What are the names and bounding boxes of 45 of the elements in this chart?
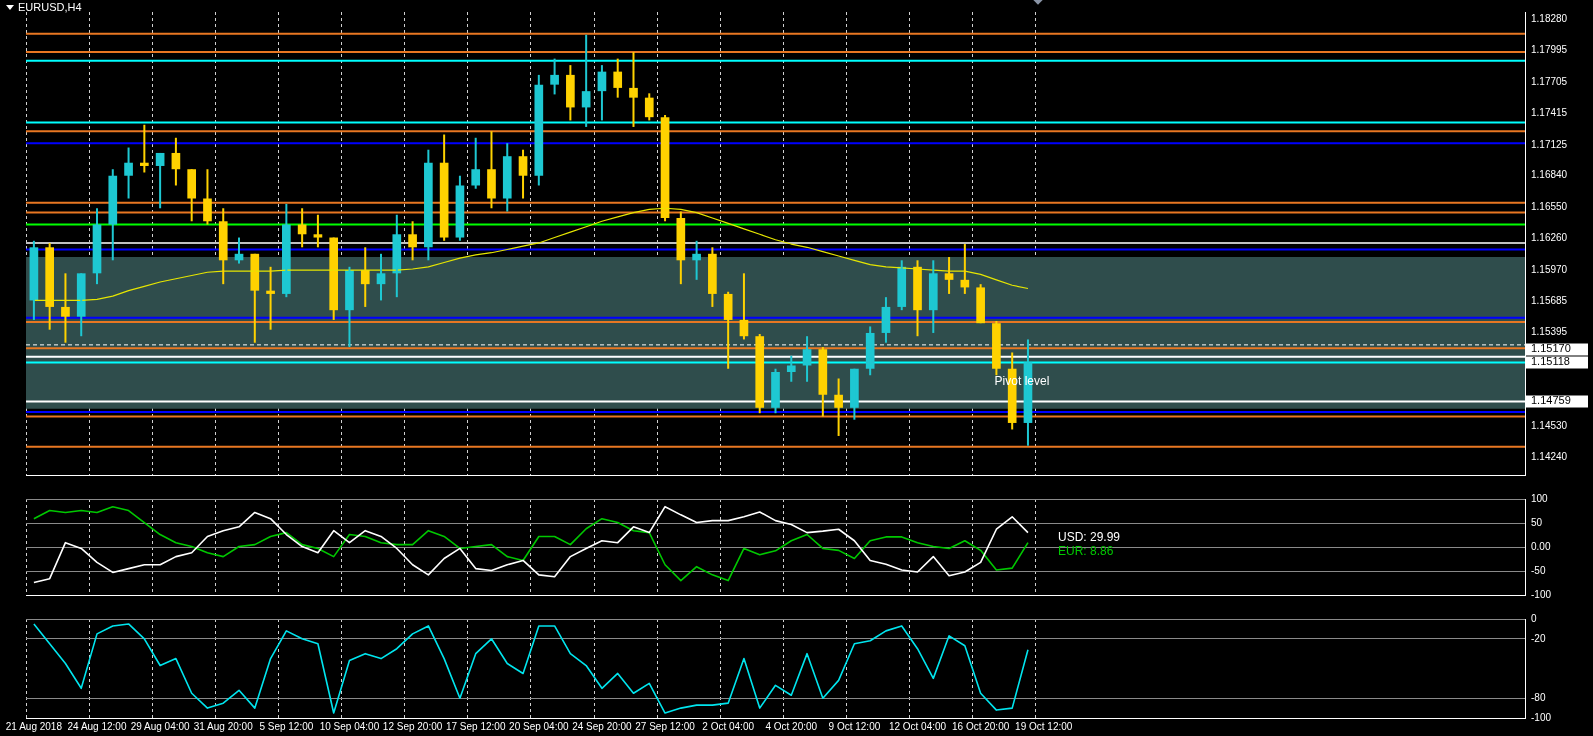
- x-tick-label: 2 Oct 04:00: [702, 720, 755, 732]
- x-tick-label: 4 Oct 20:00: [765, 720, 818, 732]
- y-tick-label: -100: [1531, 588, 1552, 600]
- x-tick-label: 12 Sep 20:00: [382, 720, 443, 732]
- y-tick-label: 1.16550: [1531, 200, 1568, 212]
- y-tick-label: 1.15395: [1531, 326, 1568, 338]
- y-tick-label: 1.15970: [1531, 263, 1568, 275]
- y-tick-label: 50: [1531, 516, 1543, 528]
- x-tick-label: 20 Sep 04:00: [509, 720, 569, 732]
- text: USD: 29.99: [1057, 529, 1121, 544]
- y-tick-label: 1.16840: [1531, 169, 1568, 181]
- y-tick-label: 1.15685: [1531, 294, 1568, 306]
- y-tick-label: 0: [1531, 612, 1537, 624]
- ref-line-label: 1.15170: [1531, 342, 1571, 355]
- y-tick-label: 1.17415: [1531, 107, 1568, 119]
- y-tick-label: -20: [1531, 632, 1546, 644]
- x-tick-label: 17 Sep 12:00: [445, 720, 506, 732]
- x-tick-label: 27 Sep 12:00: [635, 720, 696, 732]
- y-tick-label: -100: [1531, 711, 1552, 723]
- x-tick-label: 9 Oct 12:00: [828, 720, 881, 732]
- y-tick-label: 1.14530: [1531, 419, 1568, 431]
- y-tick-label: 1.17125: [1531, 138, 1568, 150]
- chart-title: EURUSD,H4: [18, 1, 82, 13]
- y-tick-label: 1.18280: [1531, 13, 1568, 25]
- text: EUR: 8.86: [1057, 543, 1114, 558]
- x-tick-label: 21 Aug 2018: [5, 720, 63, 732]
- y-tick-label: 1.17995: [1531, 44, 1568, 56]
- x-tick-label: 29 Aug 04:00: [130, 720, 191, 732]
- y-tick-label: -80: [1531, 691, 1546, 703]
- y-tick-label: 1.17705: [1531, 75, 1568, 87]
- x-tick-label: 24 Sep 20:00: [572, 720, 633, 732]
- y-tick-label: 0.00: [1531, 540, 1551, 552]
- y-tick-label: -50: [1531, 564, 1546, 576]
- ref-line-label: 1.14759: [1531, 394, 1571, 407]
- x-tick-label: 31 Aug 20:00: [193, 720, 254, 732]
- x-tick-label: 16 Oct 20:00: [951, 720, 1010, 732]
- x-tick-label: 10 Sep 04:00: [319, 720, 380, 732]
- ref-line-label: 1.15118: [1531, 355, 1570, 368]
- x-tick-label: 24 Aug 12:00: [67, 720, 127, 732]
- y-tick-label: 100: [1531, 492, 1549, 504]
- x-tick-label: 5 Sep 12:00: [259, 720, 314, 732]
- y-tick-label: 1.14240: [1531, 451, 1568, 463]
- x-tick-label: 19 Oct 12:00: [1015, 720, 1073, 732]
- y-tick-label: 1.16260: [1531, 232, 1568, 244]
- x-tick-label: 12 Oct 04:00: [888, 720, 947, 732]
